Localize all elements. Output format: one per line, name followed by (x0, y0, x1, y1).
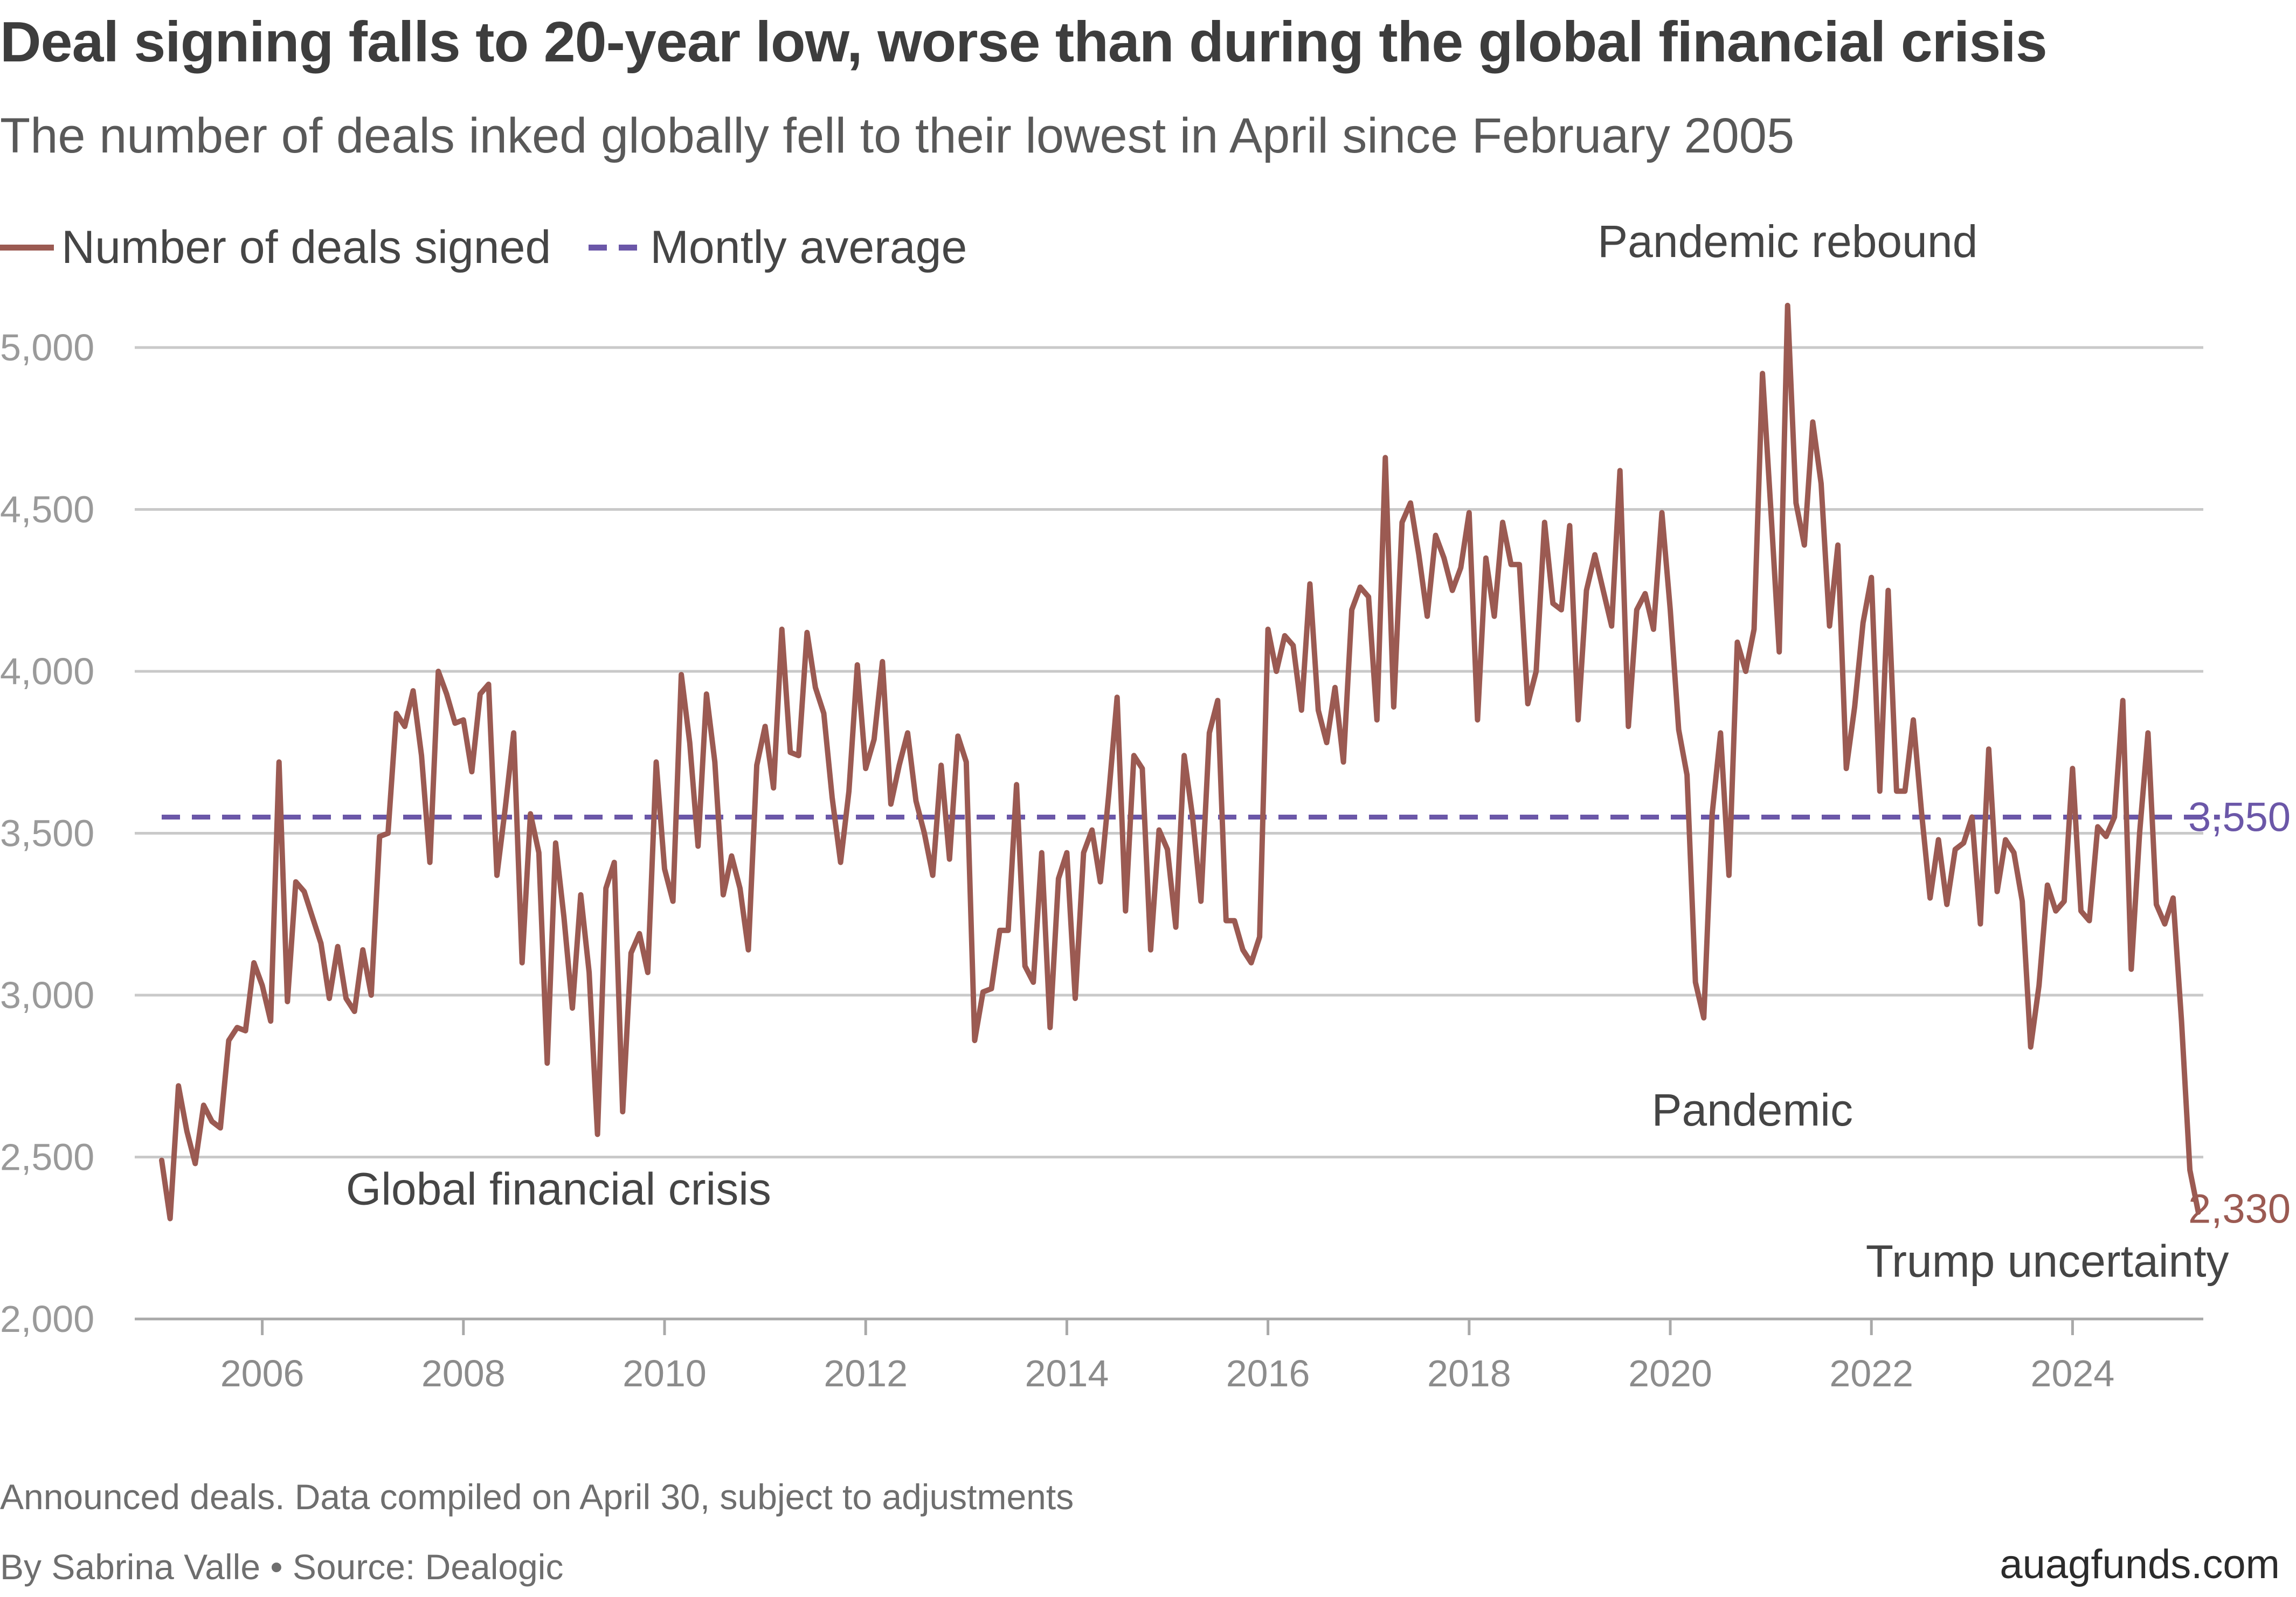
x-tick-label: 2010 (623, 1352, 707, 1394)
legend-line-swatch (0, 245, 54, 251)
x-tick-label: 2020 (1628, 1352, 1712, 1394)
x-tick-label: 2018 (1427, 1352, 1511, 1394)
x-tick-label: 2006 (220, 1352, 305, 1394)
chart-title: Deal signing falls to 20-year low, worse… (0, 10, 2048, 74)
legend-line-label: Number of deals signed (61, 221, 551, 273)
deals-series-line (159, 302, 2201, 1221)
y-tick-label: 3,500 (0, 813, 94, 855)
chart-annotation: Pandemic rebound (1597, 216, 1977, 267)
x-tick-label: 2016 (1226, 1352, 1310, 1394)
last-value-label: 2,330 (2188, 1186, 2291, 1232)
chart-annotation: Trump uncertainty (1866, 1236, 2229, 1287)
chart-legend: Number of deals signed Montly average (0, 221, 967, 274)
chart-subtitle: The number of deals inked globally fell … (0, 108, 1795, 163)
x-tick-label: 2024 (2031, 1352, 2115, 1394)
y-tick-label: 4,000 (0, 650, 94, 692)
average-end-label: 3,550 (2188, 794, 2291, 840)
legend-average-swatch (589, 245, 643, 251)
chart-annotation: Pandemic (1651, 1085, 1853, 1135)
x-tick-label: 2022 (1829, 1352, 1913, 1394)
chart-annotation: Global financial crisis (346, 1163, 771, 1214)
footnote: Announced deals. Data compiled on April … (0, 1477, 1074, 1517)
brand-watermark: auagfunds.com (2000, 1542, 2280, 1587)
y-tick-label: 4,500 (0, 489, 94, 531)
y-tick-label: 2,500 (0, 1136, 94, 1178)
legend-average-label: Montly average (650, 221, 967, 273)
y-tick-label: 3,000 (0, 974, 94, 1016)
y-tick-label: 5,000 (0, 327, 94, 369)
x-tick-label: 2008 (421, 1352, 506, 1394)
y-tick-label: 2,000 (0, 1298, 94, 1340)
x-tick-label: 2014 (1025, 1352, 1109, 1394)
byline: By Sabrina Valle • Source: Dealogic (0, 1547, 564, 1587)
x-tick-label: 2012 (824, 1352, 908, 1394)
